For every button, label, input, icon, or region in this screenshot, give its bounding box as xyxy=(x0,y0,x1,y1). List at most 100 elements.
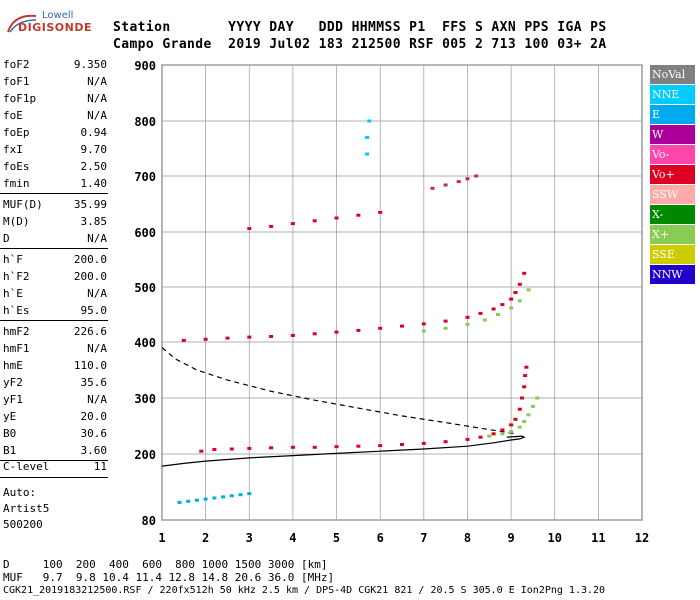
param-value: N/A xyxy=(87,92,107,105)
distance-row: D 100 200 400 600 800 1000 1500 3000 [km… xyxy=(3,558,328,571)
param-value: N/A xyxy=(87,393,107,406)
param-row: h`F2 200.0 xyxy=(3,270,107,285)
param-value: 9.70 xyxy=(80,143,108,156)
param-key: yE xyxy=(3,410,17,423)
header-row2: Campo Grande 2019 Jul02 183 212500 RSF 0… xyxy=(113,37,607,52)
echo-point xyxy=(430,186,435,190)
echo-point xyxy=(500,303,505,307)
echo-point xyxy=(290,333,295,337)
echo-point xyxy=(465,322,470,326)
y-tick-label: 600 xyxy=(134,226,156,240)
echo-point xyxy=(509,430,514,434)
echo-point xyxy=(221,495,226,499)
echo-point xyxy=(513,417,518,421)
echo-point xyxy=(378,444,383,448)
echo-point xyxy=(526,413,531,417)
polarization-legend: NoVal NNE E W Vo- Vo+ SSW X- X+ SSE NNW xyxy=(650,65,695,285)
model-line xyxy=(161,347,516,435)
echo-point xyxy=(177,500,182,504)
param-key: h`Es xyxy=(3,304,30,317)
param-value: 9.350 xyxy=(73,58,107,71)
echo-point xyxy=(496,313,500,316)
param-value: 110.0 xyxy=(73,359,107,372)
echo-point xyxy=(186,499,191,503)
digisonde-logo: Lowell DIGISONDE xyxy=(4,10,91,40)
legend-item: SSE xyxy=(650,245,695,264)
param-value: 35.6 xyxy=(80,376,108,389)
profile-lines xyxy=(161,347,526,467)
echo-point xyxy=(520,396,524,400)
param-row: hmF1 N/A xyxy=(3,342,107,357)
param-row: foF1 N/A xyxy=(3,75,107,90)
echo-point xyxy=(312,219,317,223)
echo-point xyxy=(290,222,295,226)
param-key: fmin xyxy=(3,177,30,190)
echo-point xyxy=(247,446,252,450)
param-row: h`Es 95.0 xyxy=(3,304,107,319)
param-key: D xyxy=(3,232,10,245)
echo-point xyxy=(482,318,487,322)
param-key: foF1 xyxy=(3,75,30,88)
legend-item: X+ xyxy=(650,225,695,244)
x-tick-label: 1 xyxy=(158,531,165,545)
param-divider xyxy=(0,248,108,249)
echo-point xyxy=(290,445,295,449)
y-tick-label: 200 xyxy=(134,448,156,462)
echo-points xyxy=(177,119,540,504)
param-key: B1 xyxy=(3,444,17,457)
echo-point xyxy=(378,326,383,330)
x-tick-label: 6 xyxy=(377,531,384,545)
param-value: N/A xyxy=(87,109,107,122)
echo-point xyxy=(203,337,208,341)
echo-point xyxy=(530,404,535,408)
param-row: M(D) 3.85 xyxy=(3,215,107,230)
legend-item: Vo+ xyxy=(650,165,695,184)
header-row1: Station YYYY DAY DDD HHMMSS P1 FFS S AXN… xyxy=(113,20,607,35)
legend-item: X- xyxy=(650,205,695,224)
echo-point xyxy=(212,448,217,451)
muf-row: MUF 9.7 9.8 10.4 11.4 12.8 14.8 20.6 36.… xyxy=(3,571,335,584)
profile-line xyxy=(161,435,526,467)
echo-point xyxy=(487,434,492,438)
y-tick-label: 300 xyxy=(134,392,156,406)
echo-point xyxy=(526,288,531,292)
param-value: N/A xyxy=(87,75,107,88)
echo-point xyxy=(524,365,529,369)
echo-point xyxy=(513,291,518,294)
echo-point xyxy=(509,297,514,301)
x-tick-label: 10 xyxy=(548,531,562,545)
param-value: N/A xyxy=(87,232,107,245)
param-key: fxI xyxy=(3,143,23,156)
param-row: hmE 110.0 xyxy=(3,359,107,374)
y-tick-label: 500 xyxy=(134,281,156,295)
y-tick-label: 80 xyxy=(142,514,156,528)
param-row: foE N/A xyxy=(3,109,107,124)
echo-point xyxy=(247,492,252,496)
echo-point xyxy=(247,227,252,231)
echo-point xyxy=(356,444,361,448)
chart-grid xyxy=(161,64,643,521)
logo-line1: Lowell xyxy=(42,10,74,21)
echo-point xyxy=(356,213,361,217)
echo-point xyxy=(312,332,317,336)
echo-point xyxy=(465,315,470,319)
legend-item: SSW xyxy=(650,185,695,204)
echo-point xyxy=(522,385,527,389)
echo-point xyxy=(517,282,522,286)
autoscaling-line2: Artist5 xyxy=(3,502,50,515)
echo-point xyxy=(443,326,448,330)
legend-item: NNE xyxy=(650,85,695,104)
x-axis-ticks: 1 2 3 4 5 6 7 8 9 10 11 12 xyxy=(158,531,649,545)
echo-point xyxy=(269,224,274,228)
echo-point xyxy=(203,497,208,501)
param-row: C-level 11 xyxy=(3,460,107,475)
echo-point xyxy=(478,435,483,439)
param-row: B0 30.6 xyxy=(3,427,107,442)
param-row: h`F 200.0 xyxy=(3,253,107,268)
echo-point xyxy=(269,446,274,450)
param-key: B0 xyxy=(3,427,17,440)
x-tick-label: 5 xyxy=(333,531,340,545)
echo-point xyxy=(509,306,514,310)
param-row: D N/A xyxy=(3,232,107,247)
param-divider xyxy=(0,320,108,321)
